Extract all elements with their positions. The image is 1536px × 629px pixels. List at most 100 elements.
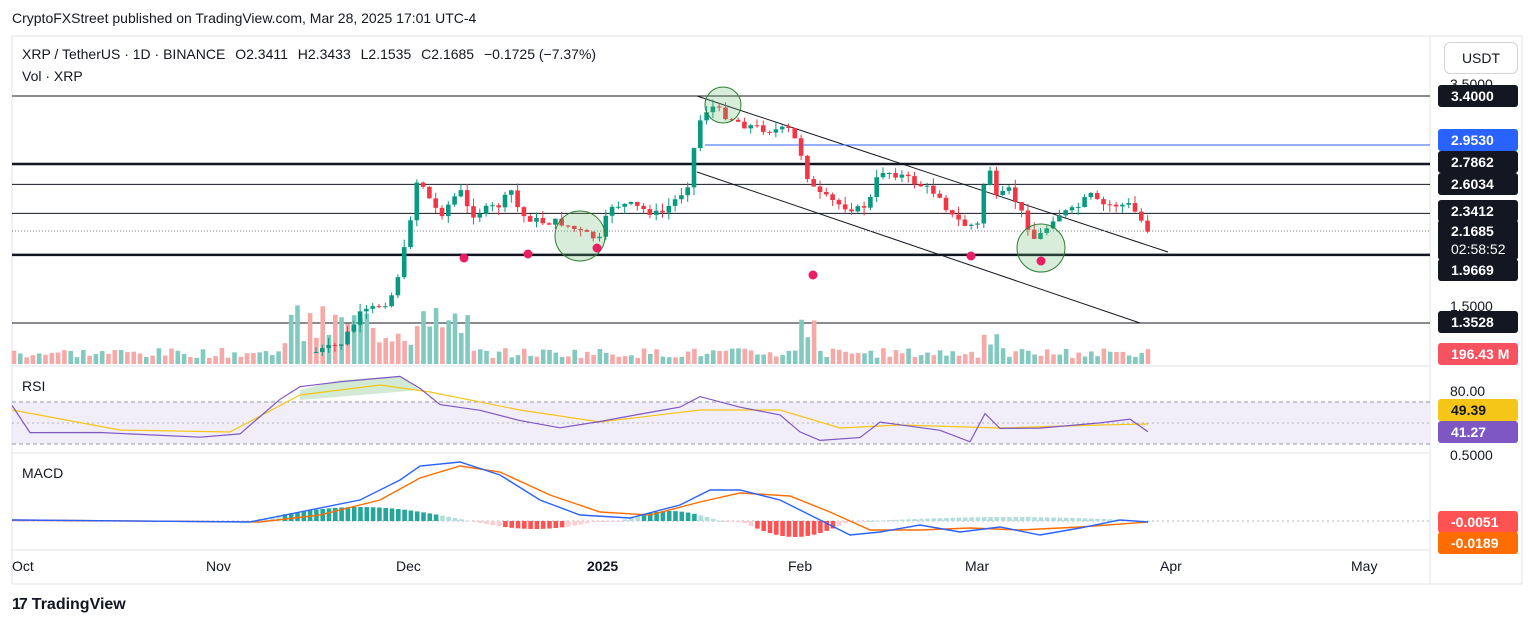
tradingview-logo-icon: 17: [12, 596, 28, 613]
volume-bar: [1145, 349, 1151, 364]
volume-bar: [383, 338, 388, 364]
candle-body: [351, 324, 357, 332]
candle-body: [855, 206, 861, 212]
macd-tick-0-5: 0.5000: [1450, 447, 1493, 463]
macd-histogram-bar: [1082, 518, 1088, 521]
volume-bar: [704, 353, 710, 364]
macd-histogram-bar: [427, 513, 433, 521]
macd-histogram-bar: [490, 521, 496, 526]
volume-bar: [408, 344, 414, 364]
macd-histogram-bar: [591, 521, 596, 523]
volume-bar: [477, 349, 483, 364]
volume-bar: [24, 357, 29, 364]
tradingview-brand[interactable]: 17 TradingView: [12, 596, 126, 614]
candle-body: [1076, 206, 1081, 208]
macd-histogram-bar: [811, 521, 817, 535]
level-label-1-9669: 1.9669: [1451, 262, 1494, 278]
macd-histogram-bar: [24, 521, 29, 522]
macd-histogram-bar: [963, 517, 968, 521]
candle-body: [647, 209, 653, 215]
signal-label-box: [1438, 532, 1518, 554]
volume-bar: [1089, 351, 1094, 364]
macd-histogram-bar: [540, 521, 546, 529]
volume-bar: [200, 349, 206, 364]
candle-body: [1050, 221, 1056, 229]
candle-body: [842, 204, 848, 210]
candle-body: [420, 182, 426, 187]
macd-histogram-bar: [559, 521, 565, 528]
rsi-title: RSI: [22, 378, 45, 394]
volume-bar: [11, 350, 17, 364]
volume-bar: [307, 313, 313, 364]
macd-histogram-bar: [843, 521, 848, 524]
signal-label: -0.0189: [1451, 535, 1499, 551]
volume-bar: [150, 355, 155, 364]
candle-body: [628, 201, 634, 204]
volume-bar: [906, 348, 911, 364]
macd-histogram-bar: [1095, 518, 1100, 521]
candle-body: [742, 121, 747, 129]
level-label-2-6034-box: [1438, 173, 1518, 195]
volume-bar: [1114, 351, 1119, 364]
candle-body: [918, 184, 924, 187]
volume-bar: [503, 348, 508, 364]
macd-histogram-bar: [345, 507, 351, 521]
volume-bar: [837, 349, 842, 364]
volume-bar: [975, 357, 981, 364]
candle-body: [975, 223, 980, 225]
volume-bar: [692, 348, 697, 364]
candle-body: [559, 218, 564, 226]
macd-histogram-bar: [698, 515, 703, 521]
candle-body: [590, 231, 596, 239]
currency-button[interactable]: USDT: [1444, 42, 1518, 74]
legend-close: 2.1685: [431, 46, 475, 62]
candle-body: [521, 207, 527, 217]
candle-body: [370, 306, 375, 309]
volume-bar: [1019, 349, 1025, 364]
macd-histogram-bar: [396, 509, 401, 521]
volume-bar: [950, 351, 955, 364]
macd-histogram-bar: [1057, 517, 1063, 521]
legend-symbol[interactable]: XRP / TetherUS · 1D · BINANCE: [22, 46, 226, 62]
volume-bar: [364, 313, 370, 364]
candles: [313, 99, 1150, 356]
volume-bar: [1032, 354, 1037, 364]
candle-body: [874, 177, 879, 198]
volume-bar: [263, 351, 269, 364]
volume-bar: [181, 354, 187, 364]
volume-bar: [137, 353, 143, 364]
x-tick-feb: Feb: [788, 558, 812, 574]
candle-body: [527, 216, 533, 222]
macd-histogram-bar: [679, 511, 685, 521]
volume-bar: [421, 311, 426, 364]
rsi-ma-label: 49.39: [1451, 402, 1486, 418]
volume-bar: [496, 351, 502, 364]
volume-bar: [540, 349, 546, 364]
candle-body: [987, 170, 993, 185]
candle-body: [1120, 204, 1125, 207]
macd-histogram-bar: [74, 521, 80, 522]
candle-body: [968, 224, 974, 226]
candle-body: [433, 198, 438, 208]
candle-body: [357, 311, 363, 325]
macd-histogram-bar: [288, 513, 294, 521]
candle-body: [710, 106, 716, 113]
candle-body: [962, 219, 968, 226]
candle-body: [1025, 210, 1031, 230]
volume-bar: [956, 355, 962, 364]
level-label-2-7862: 2.7862: [1451, 154, 1494, 170]
candle-body: [565, 225, 571, 227]
candle-body: [754, 125, 760, 127]
volume-bar: [622, 356, 628, 364]
macd-histogram-bar: [868, 520, 874, 522]
volume-bar: [830, 348, 836, 364]
candle-body: [1094, 193, 1100, 200]
volume-legend[interactable]: Vol · XRP: [22, 68, 83, 84]
macd-histogram-bar: [433, 514, 439, 521]
macd-histogram-bar: [282, 514, 288, 521]
macd-histogram-bar: [887, 520, 892, 522]
volume-bar: [433, 308, 439, 364]
volume-bar: [509, 357, 514, 364]
candle-body: [496, 205, 501, 208]
